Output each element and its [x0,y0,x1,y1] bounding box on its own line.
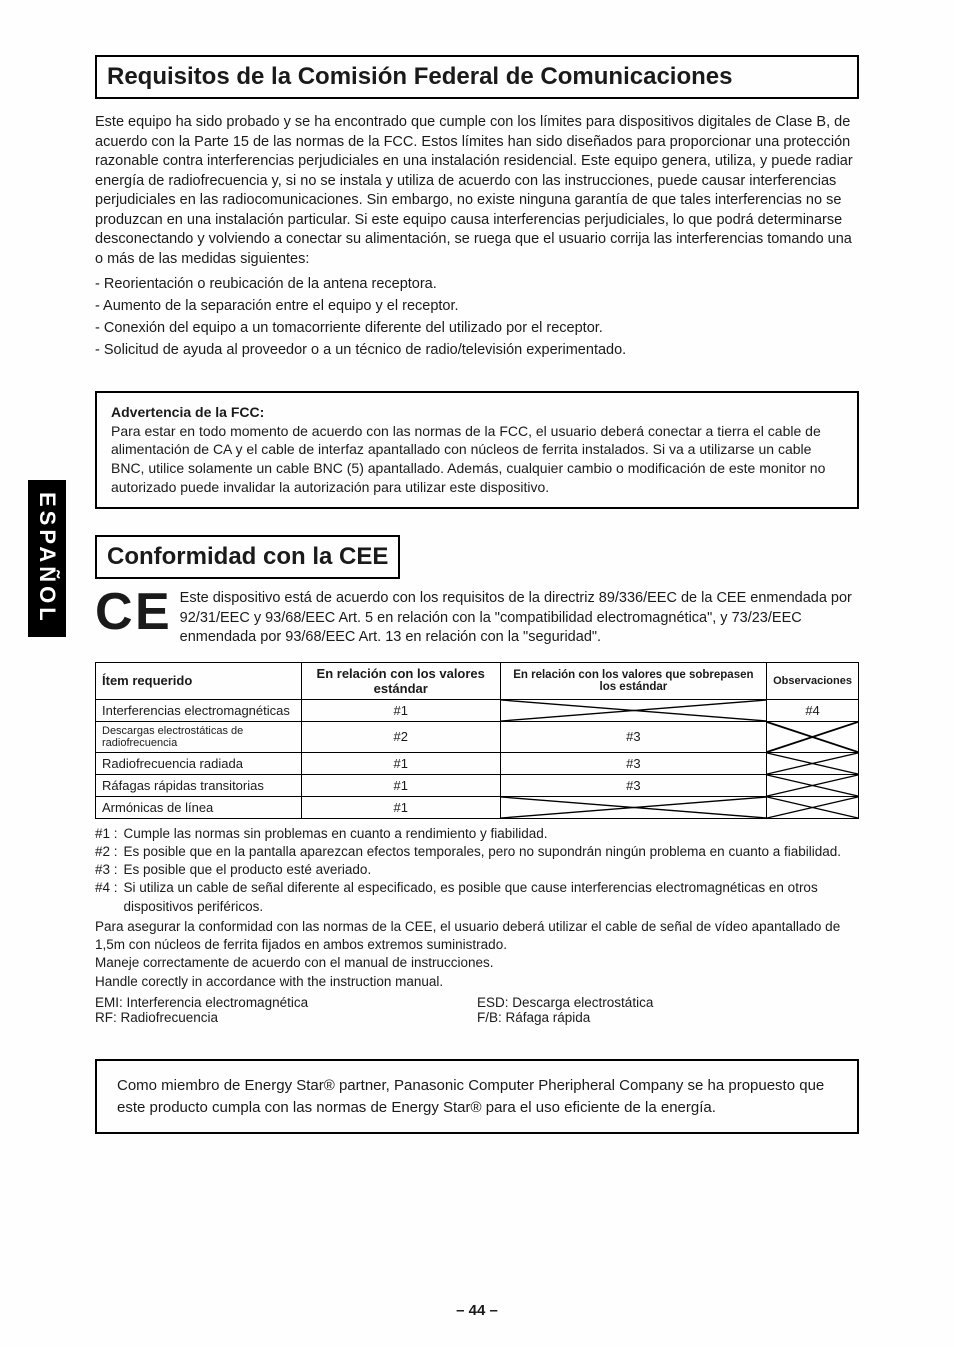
fcc-warning-title: Advertencia de la FCC: [111,404,264,420]
footnote-row: #2 : Es posible que en la pantalla aparez… [95,843,859,861]
table-cell [500,699,766,721]
table-cell: #3 [500,721,766,752]
footnote-row: #4 : Si utiliza un cable de señal diferen… [95,879,859,915]
bullet-3: - Solicitud de ayuda al proveedor o a un… [95,340,859,360]
table-cell: #3 [500,752,766,774]
footnotes: #1 : Cumple las normas sin problemas en c… [95,825,859,916]
table-row: Ráfagas rápidas transitorias#1#3 [96,774,859,796]
post-notes: Para asegurar la conformidad con las nor… [95,918,859,991]
page-number: – 44 – [0,1302,954,1319]
table-cell: #1 [301,699,500,721]
th-1: En relación con los valores estándar [301,662,500,699]
table-cell [500,796,766,818]
abbr-fb: F/B: Ráfaga rápida [477,1010,859,1025]
ce-text: Este dispositivo está de acuerdo con los… [180,589,859,648]
th-3: Observaciones [767,662,859,699]
table-cell: Radiofrecuencia radiada [96,752,302,774]
table-row: Radiofrecuencia radiada#1#3 [96,752,859,774]
abbreviations: EMI: Interferencia electromagnética ESD:… [95,995,859,1025]
table-cell: Descargas electrostáticas de radiofrecue… [96,721,302,752]
footnote-label: #1 : [95,825,118,843]
fcc-warning-body: Para estar en todo momento de acuerdo co… [111,423,825,496]
footnote-text: Es posible que en la pantalla aparezcan … [124,843,842,861]
footnote-label: #4 : [95,879,118,915]
language-tab: ESPAÑOL [28,480,66,637]
table-row: Armónicas de línea#1 [96,796,859,818]
section1-title: Requisitos de la Comisión Federal de Com… [95,55,859,99]
table-cell: #1 [301,752,500,774]
table-cell: Interferencias electromagnéticas [96,699,302,721]
table-cell [767,721,859,752]
abbr-esd: ESD: Descarga electrostática [477,995,859,1010]
table-row: Interferencias electromagnéticas#1 #4 [96,699,859,721]
energy-star-box: Como miembro de Energy Star® partner, Pa… [95,1059,859,1135]
table-cell: #1 [301,796,500,818]
footnote-row: #1 : Cumple las normas sin problemas en c… [95,825,859,843]
footnote-text: Es posible que el producto esté averiado… [124,861,372,879]
table-cell: Ráfagas rápidas transitorias [96,774,302,796]
footnote-label: #3 : [95,861,118,879]
footnote-label: #2 : [95,843,118,861]
th-2: En relación con los valores que sobrepas… [500,662,766,699]
table-cell: #1 [301,774,500,796]
th-0: Ítem requerido [96,662,302,699]
post-note-1: Maneje correctamente de acuerdo con el m… [95,954,859,972]
abbr-emi: EMI: Interferencia electromagnética [95,995,477,1010]
post-note-2: Handle corectly in accordance with the i… [95,973,859,991]
post-note-0: Para asegurar la conformidad con las nor… [95,918,859,954]
footnote-text: Si utiliza un cable de señal diferente a… [124,879,859,915]
cee-compliance-table: Ítem requerido En relación con los valor… [95,662,859,819]
bullet-1: - Aumento de la separación entre el equi… [95,296,859,316]
footnote-row: #3 : Es posible que el producto esté aver… [95,861,859,879]
section2-title: Conformidad con la CEE [95,535,400,579]
table-cell [767,774,859,796]
section1-body: Este equipo ha sido probado y se ha enco… [95,113,859,270]
table-cell: #3 [500,774,766,796]
table-cell [767,796,859,818]
table-row: Descargas electrostáticas de radiofrecue… [96,721,859,752]
bullet-0: - Reorientación o reubicación de la ante… [95,274,859,294]
ce-mark-icon: C E [95,589,166,636]
footnote-text: Cumple las normas sin problemas en cuant… [124,825,548,843]
table-cell: #4 [767,699,859,721]
fcc-warning-box: Advertencia de la FCC: Para estar en tod… [95,391,859,509]
table-cell: #2 [301,721,500,752]
table-cell [767,752,859,774]
bullet-2: - Conexión del equipo a un tomacorriente… [95,318,859,338]
table-cell: Armónicas de línea [96,796,302,818]
abbr-rf: RF: Radiofrecuencia [95,1010,477,1025]
